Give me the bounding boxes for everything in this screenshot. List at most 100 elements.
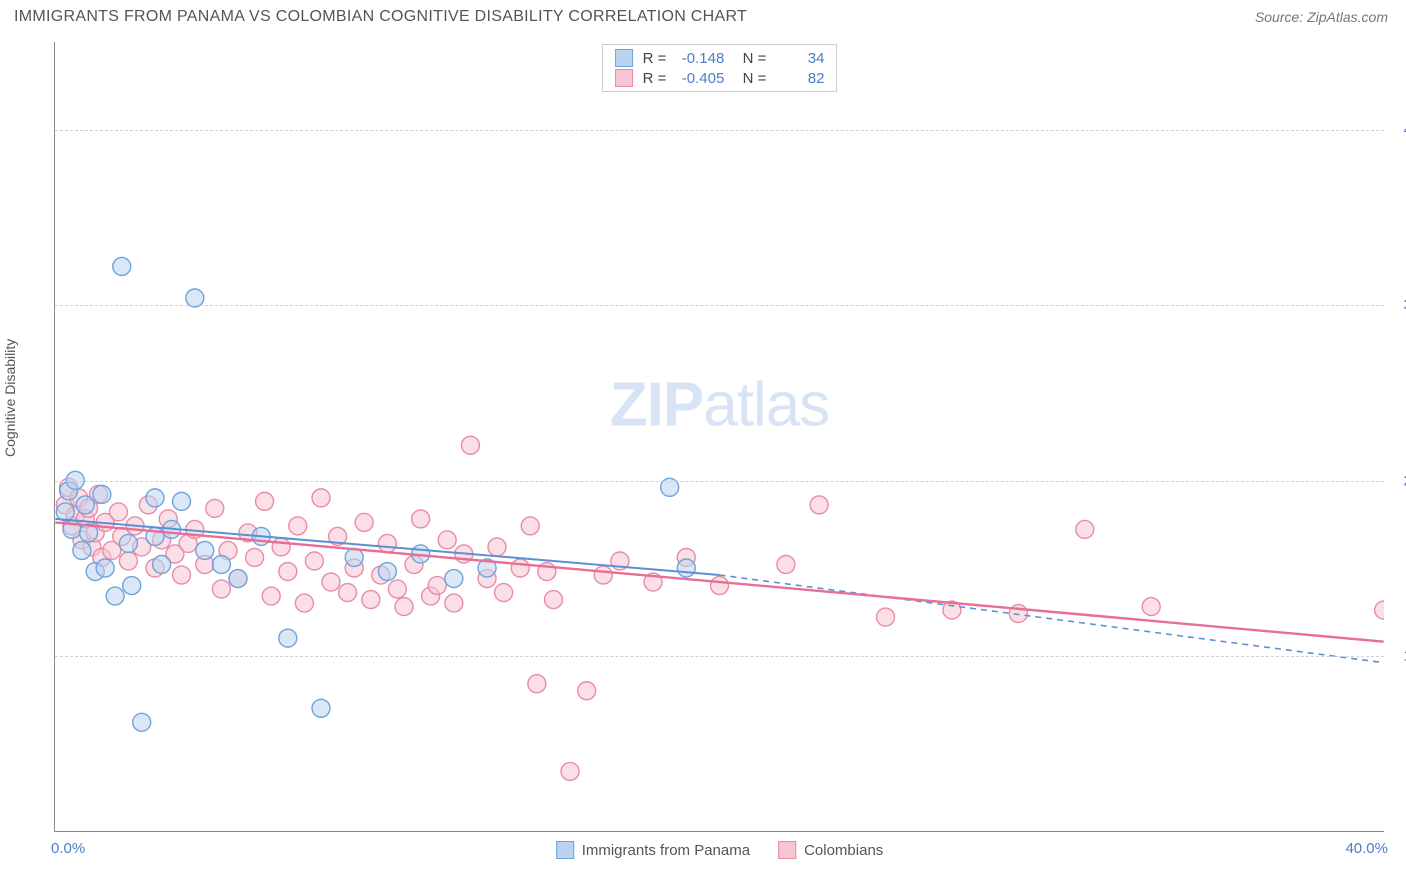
scatter-point-panama: [96, 559, 114, 577]
scatter-point-colombians: [1142, 598, 1160, 616]
r-value-panama: -0.148: [674, 50, 724, 67]
scatter-point-colombians: [239, 524, 257, 542]
scatter-point-colombians: [229, 570, 247, 588]
correlation-row-colombians: R = -0.405 N = 82: [615, 69, 825, 87]
chart-title: IMMIGRANTS FROM PANAMA VS COLOMBIAN COGN…: [14, 8, 747, 26]
scatter-point-colombians: [153, 531, 171, 549]
scatter-point-colombians: [262, 587, 280, 605]
scatter-point-colombians: [388, 580, 406, 598]
n-value-colombians: 82: [774, 70, 824, 87]
scatter-point-panama: [86, 563, 104, 581]
scatter-point-panama: [153, 556, 171, 574]
scatter-point-colombians: [345, 559, 363, 577]
scatter-point-colombians: [445, 594, 463, 612]
scatter-point-colombians: [372, 566, 390, 584]
n-value-panama: 34: [774, 50, 824, 67]
y-axis-label: Cognitive Disability: [2, 339, 18, 457]
scatter-point-colombians: [455, 545, 473, 563]
chart-container: Cognitive Disability ZIPatlas R = -0.148…: [14, 42, 1392, 872]
scatter-point-colombians: [538, 563, 556, 581]
scatter-point-panama: [378, 563, 396, 581]
swatch-panama: [615, 49, 633, 67]
scatter-point-panama: [106, 587, 124, 605]
scatter-point-panama: [252, 527, 270, 545]
scatter-point-colombians: [295, 594, 313, 612]
scatter-point-colombians: [644, 573, 662, 591]
scatter-point-panama: [63, 520, 81, 538]
scatter-point-colombians: [119, 552, 137, 570]
scatter-point-colombians: [355, 513, 373, 531]
scatter-point-colombians: [173, 566, 191, 584]
y-tick-label: 30.0%: [1390, 297, 1406, 314]
scatter-point-colombians: [1076, 520, 1094, 538]
scatter-point-colombians: [219, 541, 237, 559]
scatter-point-panama: [123, 577, 141, 595]
x-tick-left: 0.0%: [51, 840, 85, 857]
scatter-point-colombians: [544, 591, 562, 609]
scatter-point-colombians: [83, 538, 101, 556]
trendline-colombians: [55, 522, 1383, 641]
scatter-point-panama: [677, 559, 695, 577]
scatter-point-colombians: [66, 506, 84, 524]
scatter-point-colombians: [139, 496, 157, 514]
scatter-point-panama: [445, 570, 463, 588]
scatter-point-colombians: [395, 598, 413, 616]
legend-item-panama: Immigrants from Panama: [556, 841, 750, 859]
scatter-point-colombians: [810, 496, 828, 514]
y-tick-label: 20.0%: [1390, 472, 1406, 489]
scatter-point-panama: [196, 541, 214, 559]
scatter-point-colombians: [594, 566, 612, 584]
scatter-point-colombians: [109, 503, 127, 521]
scatter-point-panama: [478, 559, 496, 577]
scatter-point-colombians: [186, 520, 204, 538]
scatter-point-colombians: [146, 559, 164, 577]
scatter-point-colombians: [73, 531, 91, 549]
scatter-point-colombians: [63, 517, 81, 535]
plot-area: ZIPatlas R = -0.148 N = 34 R = -0.405 N …: [54, 42, 1384, 832]
scatter-overlay: [55, 42, 1384, 831]
scatter-point-colombians: [329, 527, 347, 545]
scatter-point-colombians: [777, 556, 795, 574]
scatter-point-colombians: [56, 496, 74, 514]
scatter-point-colombians: [461, 436, 479, 454]
scatter-point-colombians: [133, 538, 151, 556]
scatter-point-colombians: [339, 584, 357, 602]
scatter-point-colombians: [578, 682, 596, 700]
scatter-point-colombians: [289, 517, 307, 535]
gridline: [55, 130, 1384, 131]
scatter-point-colombians: [1009, 605, 1027, 623]
scatter-point-colombians: [179, 534, 197, 552]
scatter-point-colombians: [412, 510, 430, 528]
scatter-point-colombians: [488, 538, 506, 556]
scatter-point-panama: [212, 556, 230, 574]
correlation-row-panama: R = -0.148 N = 34: [615, 49, 825, 67]
scatter-point-colombians: [86, 524, 104, 542]
scatter-point-colombians: [159, 510, 177, 528]
watermark: ZIPatlas: [610, 369, 829, 440]
scatter-point-colombians: [103, 541, 121, 559]
trendline-dash-panama: [720, 575, 1384, 663]
scatter-point-colombians: [312, 489, 330, 507]
scatter-point-panama: [229, 570, 247, 588]
chart-source: Source: ZipAtlas.com: [1255, 9, 1388, 25]
scatter-point-colombians: [438, 531, 456, 549]
chart-header: IMMIGRANTS FROM PANAMA VS COLOMBIAN COGN…: [0, 0, 1406, 32]
scatter-point-colombians: [126, 517, 144, 535]
scatter-point-panama: [146, 489, 164, 507]
scatter-point-colombians: [76, 510, 94, 528]
scatter-point-colombians: [495, 584, 513, 602]
legend-label-panama: Immigrants from Panama: [582, 842, 750, 859]
scatter-point-panama: [73, 541, 91, 559]
watermark-prefix: ZIP: [610, 370, 703, 439]
legend-label-colombians: Colombians: [804, 842, 883, 859]
trendline-panama: [55, 519, 719, 575]
scatter-point-colombians: [1375, 601, 1384, 619]
n-label: N =: [734, 70, 766, 87]
scatter-point-colombians: [70, 489, 88, 507]
gridline: [55, 656, 1384, 657]
r-value-colombians: -0.405: [674, 70, 724, 87]
scatter-point-colombians: [711, 577, 729, 595]
scatter-point-colombians: [428, 577, 446, 595]
scatter-point-colombians: [212, 580, 230, 598]
scatter-point-colombians: [405, 556, 423, 574]
